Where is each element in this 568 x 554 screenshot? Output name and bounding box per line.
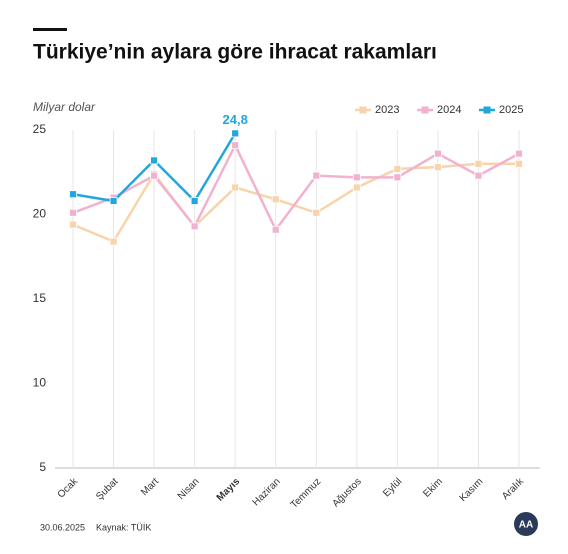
point bbox=[434, 149, 442, 158]
point bbox=[190, 222, 199, 231]
point bbox=[474, 159, 483, 168]
chart-title: Türkiye’nin aylara göre ihracat rakamlar… bbox=[33, 41, 437, 64]
point bbox=[109, 237, 118, 246]
data-label: 24,8 bbox=[223, 112, 248, 127]
legend-swatch bbox=[359, 106, 367, 114]
point bbox=[109, 197, 118, 205]
point bbox=[190, 197, 199, 205]
point bbox=[69, 208, 77, 217]
y-tick-label: 5 bbox=[39, 460, 46, 474]
point bbox=[393, 164, 402, 173]
y-tick-label: 15 bbox=[33, 291, 47, 305]
point bbox=[352, 183, 361, 192]
logo: AA bbox=[514, 512, 538, 536]
y-tick-label: 10 bbox=[33, 376, 47, 390]
footer-date: 30.06.2025 bbox=[40, 522, 85, 532]
point bbox=[474, 171, 483, 180]
point bbox=[69, 190, 77, 199]
point bbox=[271, 195, 280, 204]
point bbox=[150, 171, 158, 180]
point bbox=[271, 225, 280, 234]
y-axis-label: Milyar dolar bbox=[33, 100, 96, 114]
legend-label: 2024 bbox=[437, 104, 461, 116]
series-line bbox=[72, 162, 519, 244]
svg-text:AA: AA bbox=[519, 520, 533, 531]
legend-label: 2023 bbox=[375, 104, 399, 116]
point bbox=[231, 141, 240, 150]
point bbox=[515, 159, 523, 168]
point bbox=[434, 163, 442, 172]
series-line bbox=[72, 142, 520, 233]
point bbox=[150, 156, 158, 165]
point bbox=[352, 173, 361, 182]
point bbox=[515, 149, 523, 158]
point bbox=[69, 220, 77, 229]
legend-swatch bbox=[421, 106, 429, 114]
footer-source: Kaynak: TÜİK bbox=[96, 522, 151, 532]
point bbox=[231, 183, 240, 192]
point bbox=[231, 129, 240, 138]
title-bar bbox=[33, 28, 67, 31]
legend-swatch bbox=[483, 106, 491, 114]
y-tick-label: 25 bbox=[33, 122, 47, 136]
point bbox=[312, 208, 321, 217]
point bbox=[312, 171, 321, 180]
point bbox=[393, 173, 402, 182]
legend-label: 2025 bbox=[499, 104, 523, 116]
y-tick-label: 20 bbox=[33, 207, 47, 221]
